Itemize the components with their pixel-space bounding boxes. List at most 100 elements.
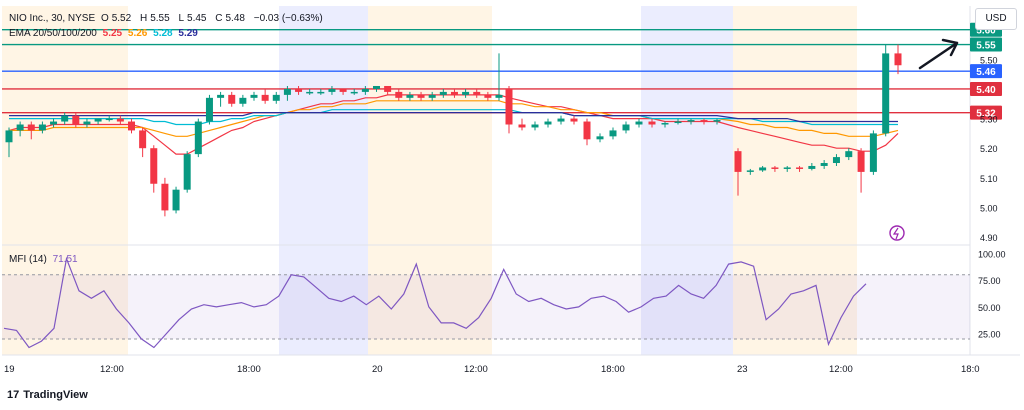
candle-body — [609, 130, 617, 137]
close-value: C 5.48 — [215, 13, 245, 24]
time-axis-tick: 12:00 — [100, 364, 124, 375]
candle-body — [317, 91, 325, 94]
mfi-header[interactable]: MFI (14) 71.51 — [9, 254, 81, 265]
ema100-value: 5.28 — [153, 28, 173, 39]
tradingview-logo: 17 — [7, 389, 20, 401]
lightning-bolt — [892, 227, 899, 240]
grid-lines — [2, 6, 1020, 356]
candle-body — [857, 151, 865, 172]
candle-body — [700, 120, 708, 122]
level-label-bg — [970, 64, 1002, 79]
candle-body — [783, 167, 791, 169]
low-value: L 5.45 — [178, 13, 207, 24]
candle-body — [661, 123, 669, 125]
candles — [5, 44, 902, 217]
price-axis-tick: 5.50 — [980, 55, 998, 65]
candle-body — [38, 124, 46, 131]
mfi-axis-tick: 75.00 — [978, 276, 1001, 286]
candle-body — [428, 94, 436, 98]
candle-body — [544, 121, 552, 125]
time-axis-tick: 19 — [4, 364, 15, 375]
candle-body — [172, 189, 180, 211]
candle-body — [882, 53, 890, 134]
time-axis-tick: 12:00 — [829, 364, 853, 375]
ema20-value: 5.25 — [102, 28, 123, 39]
candle-body — [328, 88, 336, 92]
candle-body — [596, 136, 604, 140]
ema-line-3 — [9, 112, 898, 123]
candle-body — [518, 124, 526, 128]
candle-body — [734, 151, 742, 172]
currency-button[interactable]: USD — [975, 8, 1017, 30]
candle-body — [72, 115, 80, 125]
price-axis-tick: 5.20 — [980, 144, 998, 154]
candle-body — [161, 183, 169, 211]
candle-body — [462, 91, 470, 95]
session-band — [641, 6, 733, 355]
candle-body — [5, 130, 13, 143]
tradingview-brand[interactable]: 17 TradingView — [7, 389, 88, 401]
ema-line-0 — [8, 94, 899, 155]
lightning-icon — [889, 225, 905, 241]
mfi-line — [3, 256, 867, 349]
candle-body — [295, 88, 303, 92]
candle-body — [395, 91, 403, 98]
session-band — [733, 6, 857, 355]
price-axis-tick: 4.90 — [980, 233, 998, 243]
level-label-bg — [970, 81, 1002, 96]
session-bands — [2, 6, 857, 355]
candle-body — [531, 124, 539, 128]
mfi-panel — [2, 256, 970, 349]
price-axis-tick: 5.30 — [980, 115, 998, 125]
level-label: 5.46 — [976, 67, 996, 78]
candle-body — [557, 118, 565, 122]
candle-body — [384, 85, 392, 92]
candle-body — [674, 121, 682, 124]
candle-body — [832, 157, 840, 164]
axes: 5.50 5.30 5.20 5.10 5.00 4.90 100.00 75.00 50.00… — [4, 55, 1006, 375]
level-label: 5.55 — [976, 41, 996, 52]
candle-body — [16, 124, 24, 131]
mfi-axis-tick: 50.00 — [978, 303, 1001, 313]
candle-body — [205, 97, 213, 122]
candle-body — [484, 94, 492, 98]
price-axis-tick: 5.10 — [980, 174, 998, 184]
level-label: 5.32 — [976, 109, 996, 120]
candle-body — [439, 91, 447, 95]
candle-body — [50, 121, 58, 125]
ema-label: EMA 20/50/100/200 — [9, 28, 97, 39]
candle-body — [796, 167, 804, 169]
candle-body — [635, 121, 643, 125]
candle-body — [746, 170, 754, 172]
ema-header[interactable]: EMA 20/50/100/200 5.25 5.26 5.28 5.29 — [9, 28, 201, 39]
level-label: 5.60 — [976, 26, 996, 37]
candle-body — [61, 115, 69, 122]
time-axis-tick: 18:00 — [601, 364, 625, 375]
symbol-header[interactable]: NIO Inc., 30, NYSE O 5.52 H 5.55 L 5.45 C 5.… — [9, 13, 326, 24]
symbol-name[interactable]: NIO Inc., 30, NYSE — [9, 13, 96, 24]
candle-body — [194, 121, 202, 155]
candle-body — [150, 148, 158, 184]
level-label-bg — [970, 37, 1002, 52]
candle-body — [583, 121, 591, 140]
candle-body — [570, 118, 578, 122]
mfi-label: MFI (14) — [9, 254, 47, 265]
candle-body — [250, 94, 258, 98]
candle-body — [27, 124, 35, 131]
candle-body — [183, 154, 191, 190]
candle-body — [94, 118, 102, 122]
drawn-arrow — [918, 38, 959, 70]
candle-body — [845, 151, 853, 158]
ema-line-1 — [9, 100, 899, 137]
candle-body — [350, 91, 358, 94]
candle-body — [495, 94, 503, 98]
candle-body — [228, 94, 236, 104]
candle-body — [820, 163, 828, 166]
candle-body — [648, 121, 656, 125]
candle-body — [239, 97, 247, 104]
ema-lines — [8, 94, 899, 155]
candle-body — [139, 130, 147, 149]
candle-body — [759, 167, 767, 171]
candle-body — [261, 94, 269, 101]
